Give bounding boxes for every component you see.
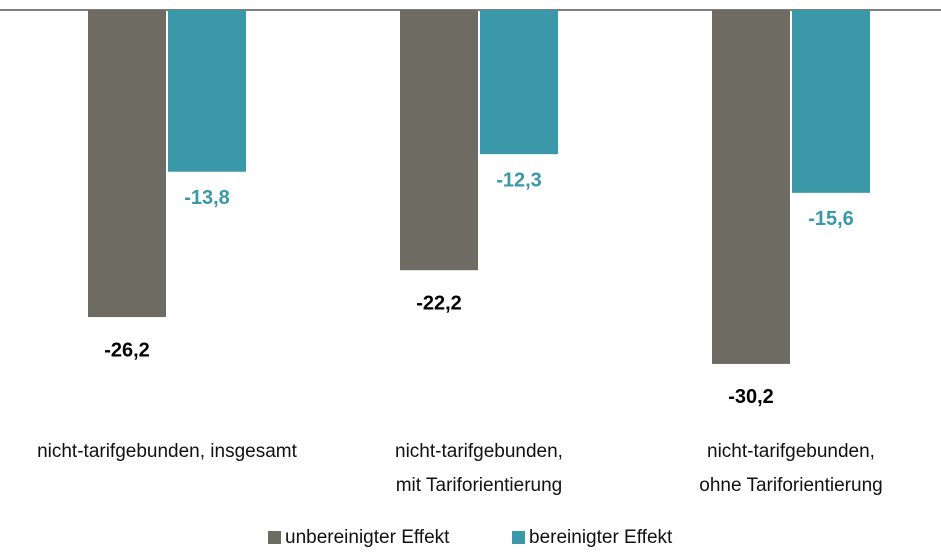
value-label: -13,8	[184, 187, 230, 209]
value-label: -26,2	[104, 339, 150, 361]
legend-swatch	[268, 531, 281, 544]
x-tick-label: nicht-tarifgebunden, insgesamt	[37, 441, 297, 462]
x-tick-label: nicht-tarifgebunden, ohne Tariforientier…	[699, 441, 883, 496]
bar	[168, 10, 246, 172]
bar	[712, 10, 790, 364]
bar	[400, 10, 478, 271]
bar	[792, 10, 870, 193]
value-label: -15,6	[808, 208, 854, 230]
bar	[88, 10, 166, 318]
value-label: -30,2	[728, 386, 774, 408]
value-label: -22,2	[416, 292, 462, 314]
legend-swatch	[512, 531, 525, 544]
x-tick-label: nicht-tarifgebunden, mit Tariforientieru…	[395, 441, 563, 496]
bar	[480, 10, 558, 155]
value-label: -12,3	[496, 169, 542, 191]
legend-label: unbereinigter Effekt	[285, 527, 450, 548]
legend-label: bereinigter Effekt	[529, 527, 673, 548]
